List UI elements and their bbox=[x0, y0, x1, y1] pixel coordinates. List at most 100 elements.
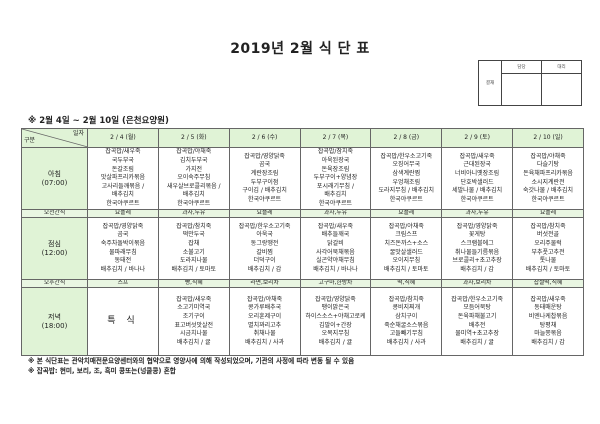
menu-item: 떡만두국 bbox=[182, 231, 205, 239]
snack-cell: 과자,두유 bbox=[299, 209, 372, 218]
meal-row-dinner: 저녁 (18:00) 특 식 잡곡밥/새우죽 소고기미역국 조기구이 표고버섯맛살전 시금치나… bbox=[21, 287, 584, 356]
menu-item: 하이스소스+야채고로케 bbox=[305, 312, 366, 320]
menu-item: 돈갈조림 bbox=[111, 165, 134, 173]
menu-item: 잡곡밥/참치죽 bbox=[388, 295, 424, 303]
menu-item: 잡곡밥/한우소고기죽 bbox=[380, 152, 433, 160]
menu-item: 소시지계란전 bbox=[531, 178, 565, 186]
menu-item: 취채나물 bbox=[253, 330, 276, 338]
menu-cell: 잡곡밥/새우죽 소고기미역국 조기구이 표고버섯맛살전 시금치나물 배추김치 / 귤 bbox=[157, 287, 230, 356]
menu-item: 소고기미역국 bbox=[177, 304, 211, 312]
period-heading: ※ 2월 4일 ~ 2월 10일 (은천요양원) bbox=[28, 116, 169, 126]
approval-col-deputy: 대리 bbox=[541, 60, 582, 74]
menu-item: 고들빼기무침 bbox=[389, 330, 423, 338]
note-line: ※ 본 식단표는 관악치매전문요양센터와의 협약으로 영양사에 의해 작성되었으… bbox=[28, 357, 355, 365]
menu-item: 삼치구이 bbox=[395, 312, 418, 320]
menu-item: 맛살파프리카볶음 bbox=[100, 174, 145, 182]
menu-item: 꿀맛살샐러드 bbox=[389, 248, 423, 256]
meal-time: (07:00) bbox=[41, 178, 68, 187]
menu-item: 사각어묵채볶음 bbox=[316, 248, 355, 256]
snack-cell: 요플레 bbox=[87, 209, 159, 218]
menu-item: 탕평채 bbox=[539, 321, 557, 329]
snack-cell: 과자,두유 bbox=[441, 209, 514, 218]
meal-row-lunch: 점심 (12:00) 잡곡밥/영양닭죽 곰국 숙주차돌박이볶음 물파래무침 동태전 배추김치 … bbox=[21, 217, 584, 280]
menu-cell: 잡곡밥/한우소고기죽 오징어무국 삼색계란찜 우엉채조림 도라지무침 / 배추김치 한국야… bbox=[370, 147, 443, 210]
menu-item: 아욱국 bbox=[256, 231, 273, 239]
menu-cell: 잡곡밥/새우죽 배추들깨국 닭갈비 사각어묵채볶음 실곤약야채무침 배추김치 / 바나나 bbox=[299, 217, 372, 280]
menu-item: 톳나물 bbox=[539, 257, 557, 265]
menu-cell: 잡곡밥/한우소고기죽 아욱국 동그랑땡전 갈비찜 더덕구이 배추김치 / 감 bbox=[228, 217, 301, 280]
snack-cell: 라면,보리차 bbox=[228, 279, 301, 288]
menu-item: 배추김치 / 귤 bbox=[318, 338, 353, 346]
snack-cell: 요플레 bbox=[228, 209, 301, 218]
menu-item: 오리훈제구이 bbox=[248, 312, 282, 320]
menu-item: 잡곡밥/야채죽 bbox=[176, 148, 212, 156]
menu-item: 팽이맑은국 bbox=[321, 304, 350, 312]
menu-item: 배추김치 / 감 bbox=[460, 265, 494, 273]
menu-cell: 잡곡밥/새우죽 동태매운탕 비엔나케찹볶음 탕평채 마늘쫑볶음 배추김치 / 감 bbox=[512, 287, 584, 356]
menu-item: 오복지무침 bbox=[321, 330, 350, 338]
menu-item: 물미역+초고추장 bbox=[455, 330, 499, 338]
menu-item: 아욱된장국 bbox=[321, 157, 350, 165]
menu-item: 잡곡밥/참치죽 bbox=[176, 222, 212, 230]
menu-item: 곰국 bbox=[259, 161, 271, 169]
menu-item: 잡곡밥/참치죽 bbox=[530, 222, 566, 230]
snack-cell: 요플레 bbox=[512, 209, 584, 218]
menu-item: 모듬어묵탕 bbox=[463, 304, 491, 312]
menu-item: 한국야쿠르트 bbox=[460, 195, 494, 203]
menu-cell: 잡곡밥/영양닭죽 꽃게탕 스크램블에그 취나물들기름볶음 브로콜리+초고추장 배추김치 /… bbox=[441, 217, 514, 280]
menu-item: 숙주차돌박이볶음 bbox=[100, 239, 145, 247]
approval-sign-cell bbox=[501, 73, 542, 106]
menu-item: 잡곡밥/영양닭죽 bbox=[244, 152, 285, 160]
menu-item: 콩비지찌개 bbox=[392, 304, 421, 312]
menu-item: 잡곡밥/영양닭죽 bbox=[102, 222, 144, 230]
menu-item: 배추김치 / 감 bbox=[531, 338, 565, 346]
snack-row-afternoon_snack: 오후간식 스프 빵,식혜 라면,보리차 고구마,한방차 떡,식혜 과자,보리차 찹쌀떡,식혜 bbox=[21, 279, 584, 288]
menu-item: 삼색계란찜 bbox=[392, 169, 421, 177]
meal-name: 점심 bbox=[48, 239, 61, 248]
menu-item: 배추김치 / 귤 bbox=[460, 338, 494, 346]
menu-item: 한국야쿠르트 bbox=[177, 199, 211, 207]
menu-item: 한국야쿠르트 bbox=[248, 195, 282, 203]
day-header: 2 / 10 (일) bbox=[512, 128, 584, 148]
menu-cell: 잡곡밥/야채죽 다슬기탕 돈육채파프리카볶음 소시지계란전 숙갓나물 / 배추김치 한국야… bbox=[512, 147, 584, 210]
menu-item: 오리주물럭 bbox=[534, 239, 562, 247]
menu-item: 잡곡밥/새우죽 bbox=[176, 295, 212, 303]
menu-item: 배추김치 / 감 bbox=[247, 265, 282, 273]
menu-item: 잡곡밥/한우소고기죽 bbox=[451, 295, 503, 303]
menu-item: 잡곡밥/야채죽 bbox=[388, 222, 424, 230]
menu-item: 포시래기무침 / bbox=[316, 182, 354, 190]
menu-item: 잡곡밥/한우소고기죽 bbox=[238, 222, 291, 230]
menu-item: 잡곡밥/영양닭죽 bbox=[456, 222, 498, 230]
day-header: 2 / 6 (수) bbox=[228, 128, 301, 148]
note-line: ※ 잡곡밥: 현미, 보리, 조, 흑미 콩또는(넝쿨콩) 혼합 bbox=[28, 367, 176, 375]
menu-item: 잡곡밥/새우죽 bbox=[530, 295, 566, 303]
menu-cell: 잡곡밥/참치죽 콩비지찌개 삼치구이 죽순채굴소스볶음 고들빼기무침 배추김치 / 사과 bbox=[370, 287, 443, 356]
menu-item: 잡곡밥/야채죽 bbox=[530, 152, 566, 160]
day-header: 2 / 7 (목) bbox=[299, 128, 372, 148]
menu-item: 도라지나물 bbox=[179, 257, 208, 265]
menu-cell: 잡곡밥/새우죽 근대된장국 너비아니옛장조림 단호박샐러드 세발나물 / 배추김치 한국야… bbox=[441, 147, 514, 210]
page-title: 2019년 2월 식 단 표 bbox=[230, 41, 370, 57]
menu-item: 돈육파채불고기 bbox=[457, 312, 497, 320]
menu-item: 구이김 / 배추김치 bbox=[242, 187, 287, 195]
day-header: 2 / 9 (토) bbox=[441, 128, 514, 148]
notes: ※ 본 식단표는 관악치매전문요양센터와의 협약으로 영양사에 의해 작성되었으… bbox=[28, 356, 354, 376]
menu-item: 물파래무침 bbox=[109, 248, 137, 256]
menu-cell: 잡곡밥/참치죽 버섯전골 오리주물럭 부추풋고추전 톳나물 배추김치 / 토마토 bbox=[512, 217, 584, 280]
menu-item: 새우살브로콜리볶음 / bbox=[166, 182, 221, 190]
snack-cell: 과자,보리차 bbox=[441, 279, 514, 288]
menu-item: 너비아니옛장조림 bbox=[455, 169, 500, 177]
snack-label: 오전간식 bbox=[21, 209, 88, 218]
menu-item: 배추김치 / 귤 bbox=[177, 338, 211, 346]
menu-item: 버섯전골 bbox=[536, 231, 560, 239]
meal-name: 아침 bbox=[48, 169, 61, 178]
snack-cell: 요플레 bbox=[370, 209, 443, 218]
menu-item: 스크램블에그 bbox=[460, 239, 494, 247]
menu-cell: 잡곡밥/영양닭죽 곰국 숙주차돌박이볶음 물파래무침 동태전 배추김치 / 바나나 bbox=[87, 217, 159, 280]
menu-item: 더덕구이 bbox=[253, 257, 276, 265]
menu-item: 오이숙주무침 bbox=[177, 174, 211, 182]
menu-item: 배추김치 bbox=[111, 191, 134, 199]
snack-cell: 떡,식혜 bbox=[370, 279, 443, 288]
menu-item: 두부구이+양념장 bbox=[313, 174, 358, 182]
menu-item: 한국야쿠르트 bbox=[318, 199, 353, 207]
